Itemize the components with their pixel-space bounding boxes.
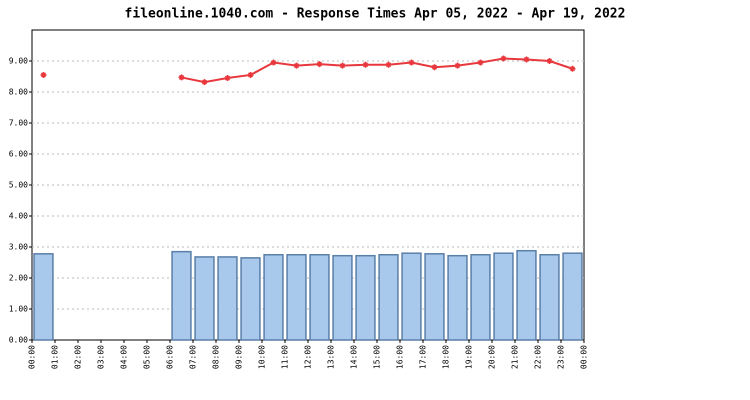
x-tick-label: 18:00: [442, 345, 451, 369]
point: [385, 61, 392, 68]
bar: [401, 252, 422, 341]
bar: [33, 253, 54, 341]
x-tick-label: 01:00: [51, 345, 60, 369]
x-tick-label: 23:00: [557, 345, 566, 369]
x-tick-label: 03:00: [97, 345, 106, 369]
y-tick-label: 3.00: [9, 243, 28, 252]
x-tick-label: 16:00: [396, 345, 405, 369]
bar: [217, 256, 238, 341]
x-tick-label: 19:00: [465, 345, 474, 369]
bar: [447, 254, 468, 341]
x-tick-label: 00:00: [580, 345, 589, 369]
bar: [470, 254, 491, 341]
bar: [263, 254, 284, 341]
x-tick-label: 08:00: [212, 345, 221, 369]
point: [201, 79, 208, 86]
bar: [355, 254, 376, 341]
x-tick-label: 20:00: [488, 345, 497, 369]
x-tick-label: 22:00: [534, 345, 543, 369]
x-tick-label: 15:00: [373, 345, 382, 369]
point: [477, 59, 484, 66]
x-tick-label: 00:00: [28, 345, 37, 369]
x-tick-label: 14:00: [350, 345, 359, 369]
y-tick-label: 7.00: [9, 119, 28, 128]
y-tick-label: 5.00: [9, 181, 28, 190]
point: [247, 71, 254, 78]
y-tick-label: 1.00: [9, 305, 28, 314]
bar: [194, 256, 215, 341]
x-tick-label: 06:00: [166, 345, 175, 369]
bar: [424, 253, 445, 341]
point: [546, 58, 553, 64]
bar: [516, 249, 537, 341]
x-tick-label: 11:00: [281, 345, 290, 369]
x-tick-label: 13:00: [327, 345, 336, 369]
point: [293, 62, 300, 69]
point: [523, 56, 530, 63]
bar: [309, 254, 330, 341]
x-tick-label: 05:00: [143, 345, 152, 369]
point: [316, 61, 323, 68]
x-tick-label: 12:00: [304, 345, 313, 369]
point: [408, 59, 415, 66]
line: [181, 57, 573, 84]
bar: [378, 254, 399, 341]
x-tick-label: 02:00: [74, 345, 83, 369]
chart-title: fileonline.1040.com - Response Times Apr…: [125, 7, 626, 22]
y-tick-label: 6.00: [9, 150, 28, 159]
point: [431, 64, 438, 71]
x-tick-label: 10:00: [258, 345, 267, 369]
x-tick-label: 17:00: [419, 345, 428, 369]
point: [270, 59, 277, 66]
point: [178, 74, 185, 81]
x-tick-label: 21:00: [511, 345, 520, 369]
point: [339, 62, 346, 69]
point: [362, 61, 369, 68]
bar: [539, 254, 560, 341]
y-tick-label: 2.00: [9, 274, 28, 283]
point: [569, 65, 576, 72]
bar: [332, 254, 353, 341]
point: [224, 75, 231, 82]
point: [500, 55, 507, 62]
bar: [562, 252, 583, 341]
x-tick-label: 07:00: [189, 345, 198, 369]
bar: [493, 252, 514, 341]
y-tick-label: 4.00: [9, 212, 28, 221]
bar: [286, 254, 307, 341]
x-tick-label: 09:00: [235, 345, 244, 369]
bar: [171, 250, 192, 341]
y-tick-label: 8.00: [9, 88, 28, 97]
bar: [240, 257, 261, 341]
y-tick-label: 0.00: [9, 336, 28, 345]
x-tick-label: 04:00: [120, 345, 129, 369]
point: [40, 71, 47, 78]
y-tick-label: 9.00: [9, 57, 28, 66]
point: [454, 62, 461, 69]
